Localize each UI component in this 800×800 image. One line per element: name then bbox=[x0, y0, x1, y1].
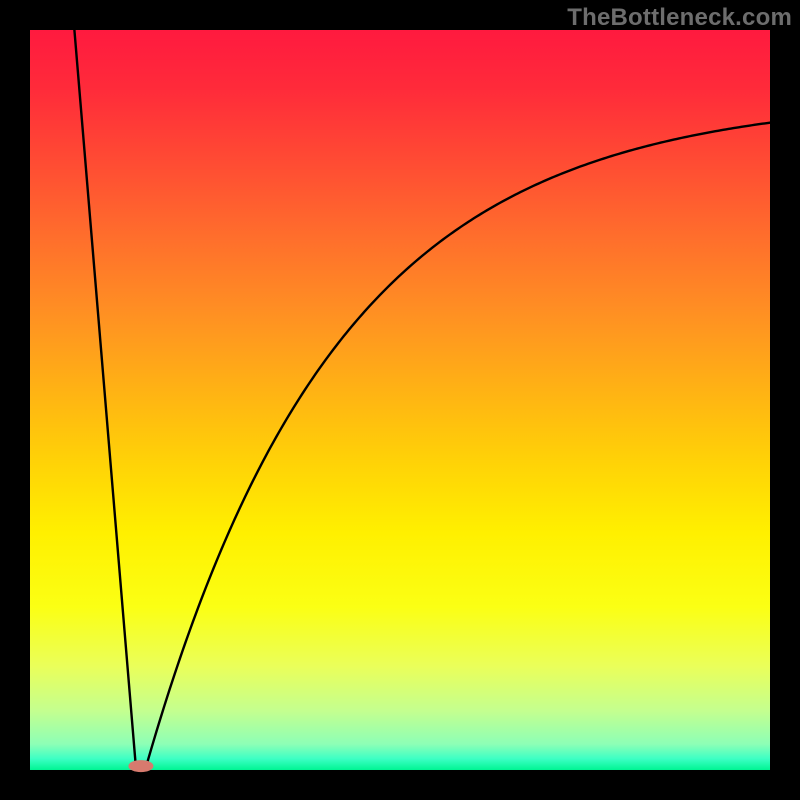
plot-area bbox=[30, 30, 770, 770]
curve-path bbox=[74, 30, 770, 766]
chart-container: TheBottleneck.com bbox=[0, 0, 800, 800]
optimal-point-marker bbox=[128, 760, 153, 772]
watermark-text: TheBottleneck.com bbox=[567, 4, 792, 32]
bottleneck-curve bbox=[30, 30, 770, 770]
